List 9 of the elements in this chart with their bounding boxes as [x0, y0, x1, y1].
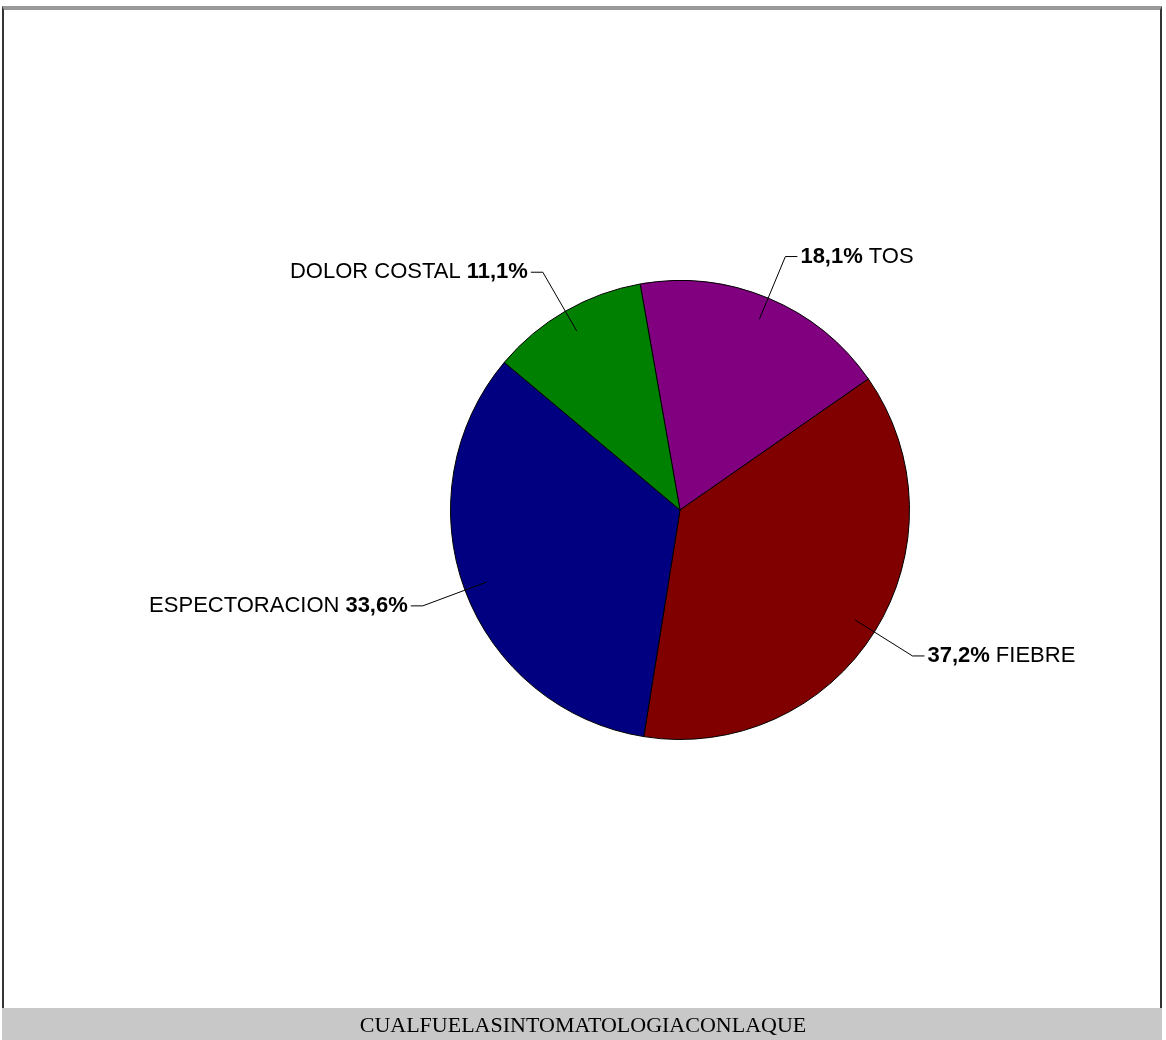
data-label: 33,6% [345, 591, 408, 617]
slice-label: TOS [868, 242, 914, 268]
data-label: 11,1% [466, 258, 528, 284]
slice-label: ESPECTORACION [149, 591, 340, 617]
text: CUALFUELASINTOMATOLOGIACONLAQUE [358, 1012, 808, 1038]
data-label: 18,1% [800, 242, 863, 268]
data-label: 37,2% [927, 642, 990, 668]
slice-label: FIEBRE [995, 642, 1076, 668]
slice-label: DOLOR COSTAL [289, 258, 461, 284]
